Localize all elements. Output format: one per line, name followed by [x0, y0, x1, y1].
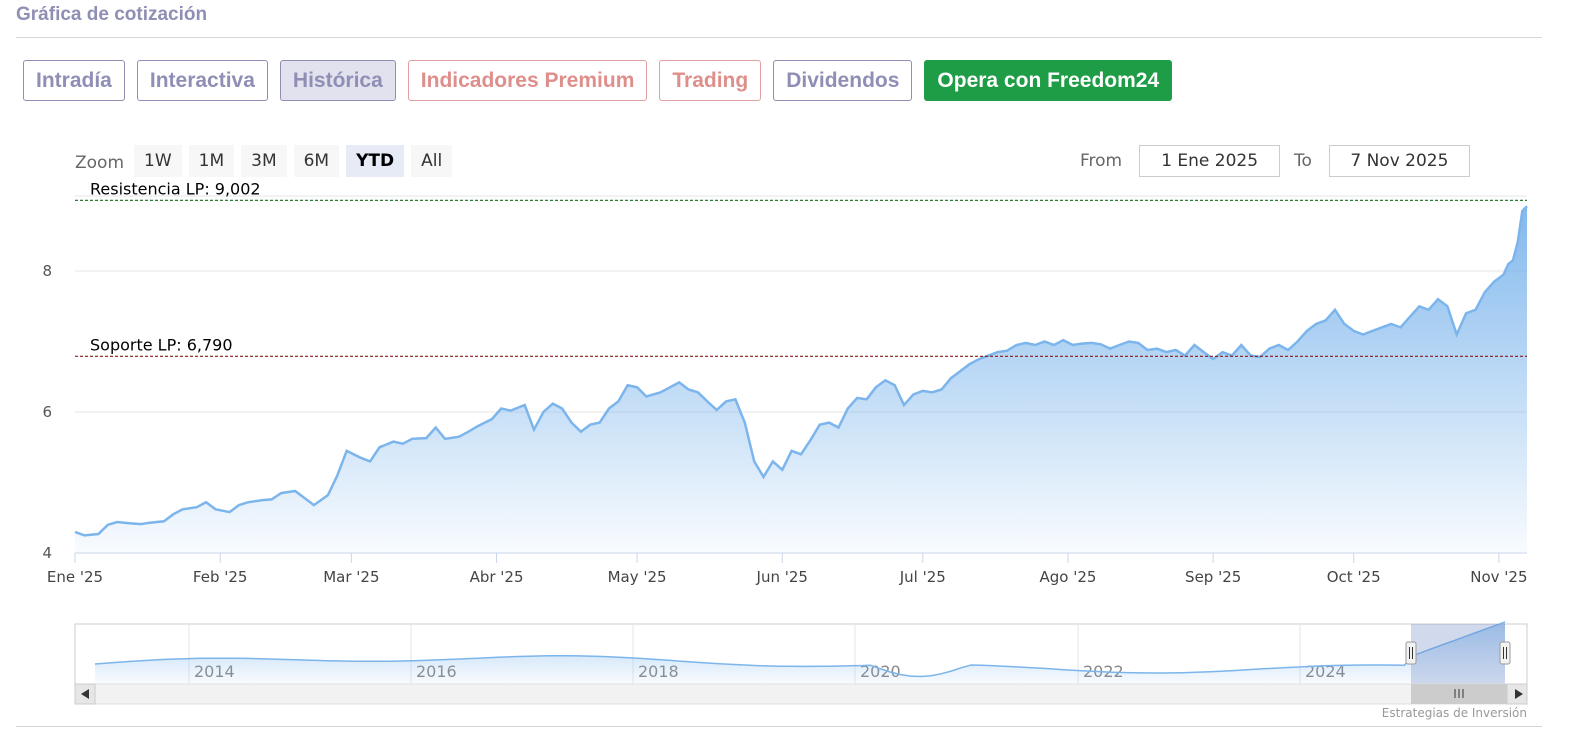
x-tick-label: May '25 — [608, 568, 667, 586]
scroll-left-arrow-icon — [81, 689, 89, 699]
freedom24-button[interactable]: Opera con Freedom24 — [924, 60, 1173, 101]
range-to-input[interactable] — [1328, 145, 1470, 177]
range-to: To — [1294, 145, 1470, 177]
zoom-ytd-button[interactable]: YTD — [346, 145, 405, 177]
x-tick-label: Jun '25 — [756, 568, 808, 586]
zoom-6m-button[interactable]: 6M — [293, 145, 340, 177]
tab-dividendos[interactable]: Dividendos — [773, 60, 913, 101]
navigator-line — [94, 621, 1506, 678]
scrollbar-track[interactable] — [74, 683, 1528, 705]
navigator-handle[interactable] — [1405, 641, 1417, 665]
bottom-divider — [16, 726, 1542, 727]
x-tick-label: Ene '25 — [47, 568, 103, 586]
x-tick-label: Abr '25 — [470, 568, 524, 586]
y-tick-label: 8 — [42, 262, 52, 280]
zoom-all-button[interactable]: All — [411, 145, 453, 177]
zoom-1m-button[interactable]: 1M — [188, 145, 235, 177]
reference-line-label: Resistencia LP: 9,002 — [90, 179, 261, 198]
tab-trading[interactable]: Trading — [659, 60, 762, 101]
zoom-1w-button[interactable]: 1W — [134, 145, 182, 177]
zoom-label: Zoom — [75, 153, 125, 173]
x-tick-label: Nov '25 — [1470, 568, 1527, 586]
y-tick-label: 4 — [42, 544, 52, 562]
zoom-controls: Zoom 1W 1M 3M 6M YTD All — [75, 145, 459, 177]
x-tick-label: Jul '25 — [899, 568, 946, 586]
credits-link[interactable]: Estrategias de Inversión — [1381, 706, 1527, 720]
tab-historica[interactable]: Histórica — [279, 60, 396, 101]
navigator-selection[interactable] — [1411, 624, 1505, 684]
range-from: From — [1080, 145, 1281, 177]
range-from-label: From — [1080, 151, 1123, 171]
x-tick-label: Oct '25 — [1327, 568, 1381, 586]
y-tick-label: 6 — [42, 403, 52, 421]
section-divider — [16, 37, 1542, 38]
range-to-label: To — [1294, 151, 1312, 171]
tab-interactiva[interactable]: Interactiva — [136, 60, 268, 101]
x-tick-label: Mar '25 — [323, 568, 379, 586]
range-from-input[interactable] — [1139, 145, 1281, 177]
x-tick-label: Ago '25 — [1040, 568, 1097, 586]
price-area-fill — [75, 206, 1527, 553]
zoom-3m-button[interactable]: 3M — [241, 145, 287, 177]
x-tick-label: Sep '25 — [1185, 568, 1241, 586]
scroll-right-arrow-icon — [1515, 689, 1523, 699]
navigator[interactable]: 201420162018202020222024 — [74, 621, 1528, 705]
price-series-line — [74, 205, 1528, 537]
section-title: Gráfica de cotización — [16, 4, 208, 25]
tab-indicadores-premium[interactable]: Indicadores Premium — [407, 60, 648, 101]
chart-tabs: Intradía Interactiva Histórica Indicador… — [23, 60, 1173, 101]
navigator-area — [95, 622, 1505, 684]
reference-line-label: Soporte LP: 6,790 — [90, 335, 233, 354]
tab-intradia[interactable]: Intradía — [23, 60, 125, 101]
navigator-handle[interactable] — [1499, 641, 1511, 665]
x-tick-label: Feb '25 — [193, 568, 248, 586]
